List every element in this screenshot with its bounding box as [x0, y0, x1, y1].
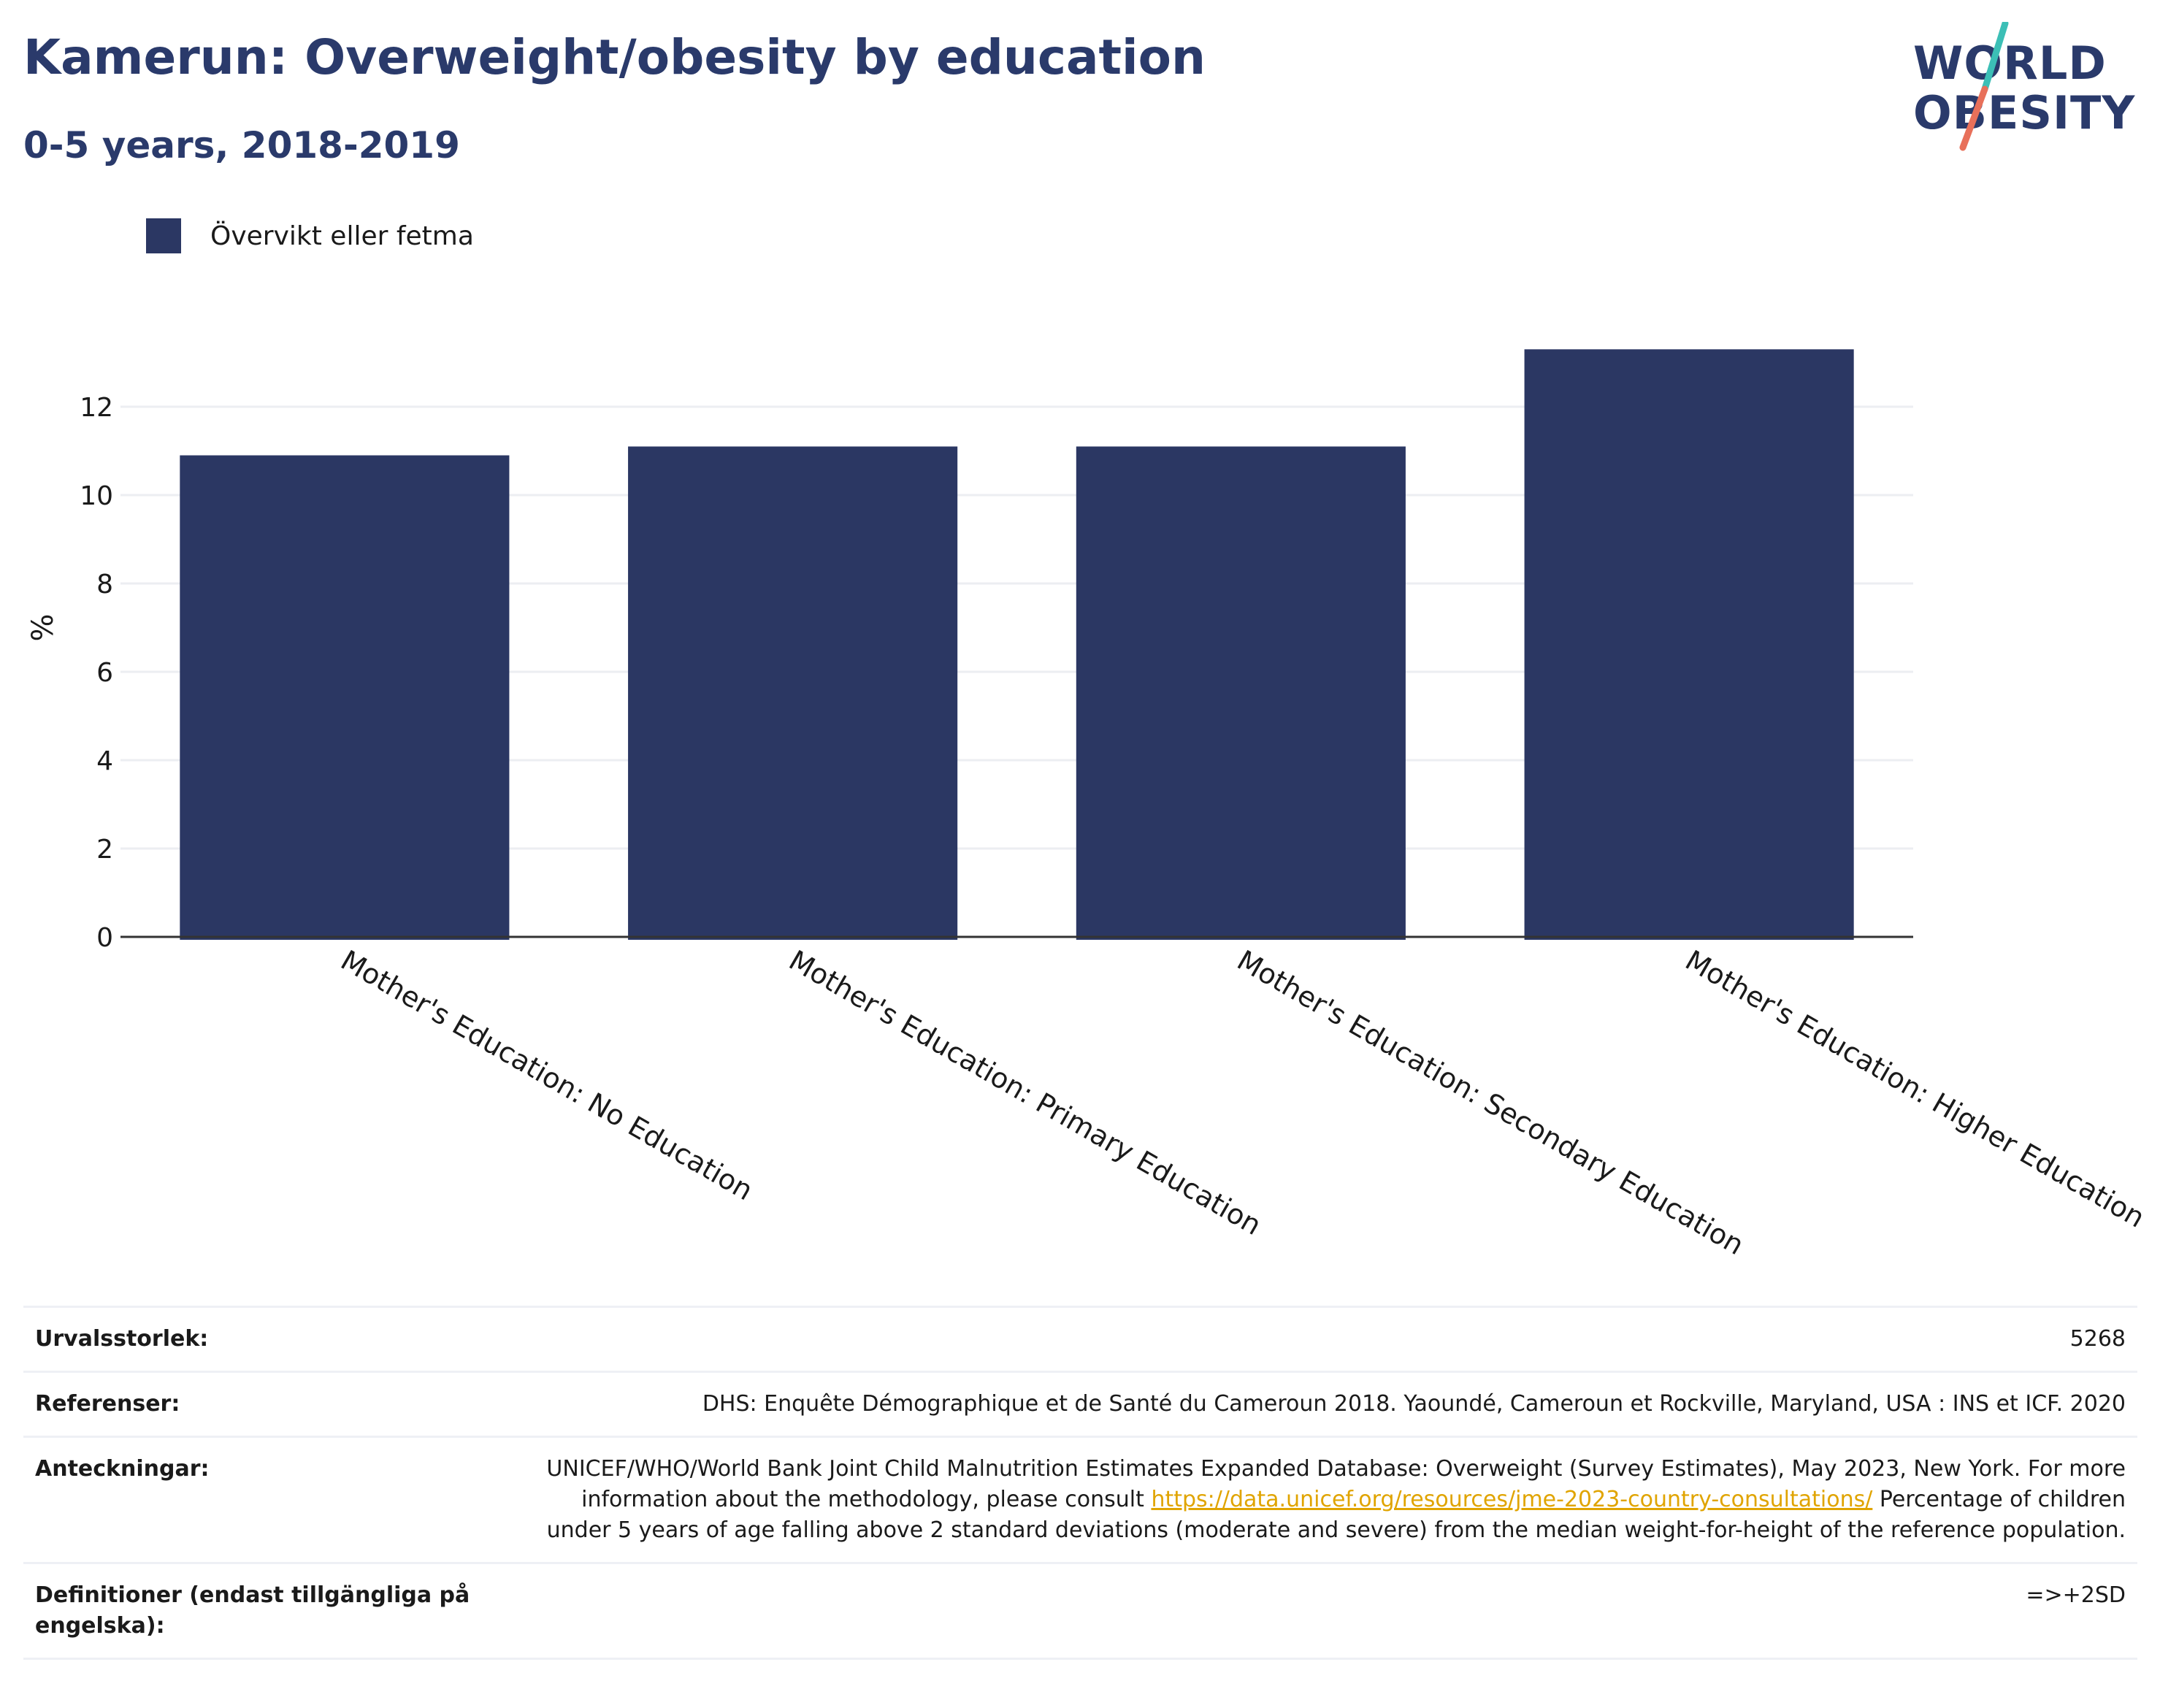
definitions-label: Definitioner (endast tillgängliga på eng…	[35, 1582, 470, 1639]
x-tick-label: Mother's Education: Secondary Education	[1232, 944, 1750, 1262]
logo-line-2: OBESITY	[1913, 86, 2136, 139]
sample-size-label: Urvalsstorlek:	[35, 1326, 209, 1352]
notes-link[interactable]: https://data.unicef.org/resources/jme-20…	[1151, 1487, 1873, 1512]
y-axis-title: %	[26, 613, 60, 641]
notes-text-after: Percentage of children under 5 years of …	[546, 1487, 2126, 1543]
bar-chart: 0 2 4 6 8 10 12% Mother's Education: No Educati…	[26, 349, 2151, 1262]
logo-slash-icon	[1959, 22, 2009, 151]
chart-subtitle: 0-5 years, 2018-2019	[23, 124, 460, 166]
info-row-references: Referenser: DHS: Enquête Démographique e…	[23, 1371, 2137, 1436]
bar	[1076, 446, 1406, 940]
y-tick-label: 12	[80, 393, 113, 423]
notes-label: Anteckningar:	[35, 1456, 210, 1482]
bar	[1524, 349, 1854, 941]
x-tick-label: Mother's Education: Higher Education	[1680, 944, 2151, 1234]
logo-line-1: WORLD	[1913, 37, 2107, 90]
bar	[180, 455, 510, 940]
x-tick-label: Mother's Education: No Education	[335, 944, 758, 1207]
info-row-sample-size: Urvalsstorlek: 5268	[23, 1306, 2137, 1371]
y-tick-label: 0	[96, 923, 113, 953]
references-value: DHS: Enquête Démographique et de Santé d…	[702, 1391, 2126, 1417]
info-table: Urvalsstorlek: 5268 Referenser: DHS: Enq…	[23, 1306, 2137, 1660]
legend-swatch	[146, 218, 181, 253]
definitions-value: =>+2SD	[2026, 1582, 2126, 1608]
bar	[628, 446, 958, 940]
y-tick-label: 10	[80, 481, 113, 511]
x-tick-label: Mother's Education: Primary Education	[784, 944, 1267, 1241]
legend: Övervikt eller fetma	[146, 218, 474, 254]
y-tick-label: 4	[96, 746, 113, 776]
y-tick-label: 2	[96, 835, 113, 865]
info-row-notes: Anteckningar: UNICEF/WHO/World Bank Join…	[23, 1436, 2137, 1562]
notes-text-before: UNICEF/WHO/World Bank Joint Child Malnut…	[546, 1456, 2126, 1512]
chart-title: Kamerun: Overweight/obesity by education	[23, 29, 1206, 85]
references-label: Referenser:	[35, 1391, 180, 1417]
sample-size-value: 5268	[2069, 1326, 2126, 1352]
world-obesity-logo: WORLD OBESITY	[1899, 22, 2147, 153]
legend-label: Övervikt eller fetma	[210, 221, 474, 251]
notes-value: UNICEF/WHO/World Bank Joint Child Malnut…	[488, 1454, 2126, 1546]
info-row-definitions: Definitioner (endast tillgängliga på eng…	[23, 1562, 2137, 1660]
y-tick-label: 6	[96, 658, 113, 688]
y-tick-label: 8	[96, 570, 113, 600]
